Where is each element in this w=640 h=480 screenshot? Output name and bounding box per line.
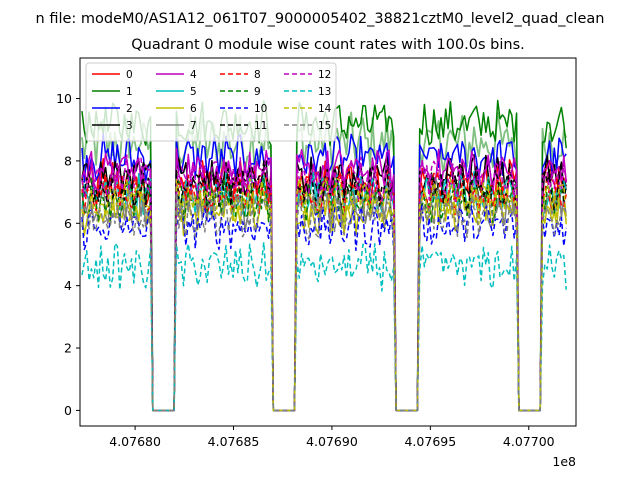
y-tick-label: 0 — [64, 403, 72, 418]
y-tick-label: 8 — [64, 153, 72, 168]
x-tick-label: 4.07690 — [306, 434, 358, 449]
legend-label-10: 10 — [254, 103, 267, 115]
legend-label-6: 6 — [190, 103, 197, 115]
x-offset-label: 1e8 — [552, 454, 576, 469]
x-tick-label: 4.07700 — [503, 434, 555, 449]
legend-label-13: 13 — [318, 86, 331, 98]
series-line-12 — [81, 154, 567, 412]
legend-label-2: 2 — [126, 103, 133, 115]
legend-label-9: 9 — [254, 86, 261, 98]
chart-title: Quadrant 0 module wise count rates with … — [131, 37, 525, 53]
legend-label-4: 4 — [190, 69, 197, 81]
legend-label-11: 11 — [254, 120, 267, 132]
plot-frame — [79, 57, 577, 427]
legend-label-3: 3 — [126, 120, 133, 132]
series-line-15 — [81, 192, 567, 412]
legend-label-14: 14 — [318, 103, 332, 115]
legend-box — [85, 62, 337, 142]
y-tick-label: 10 — [56, 91, 72, 106]
y-tick-label: 4 — [64, 278, 72, 293]
y-axis: 0 2 4 6 8 10 — [56, 91, 80, 418]
x-tick-label: 4.07685 — [208, 434, 260, 449]
suptitle: n file: modeM0/AS1A12_061T07_9000005402_… — [36, 11, 605, 27]
y-tick-label: 6 — [64, 216, 72, 231]
legend-label-5: 5 — [190, 86, 197, 98]
y-tick-label: 2 — [64, 341, 72, 356]
x-axis: 4.07680 4.07685 4.07690 4.07695 4.07700 — [109, 426, 555, 449]
x-tick-label: 4.07695 — [404, 434, 456, 449]
legend-label-12: 12 — [318, 69, 331, 81]
x-tick-label: 4.07680 — [109, 434, 161, 449]
legend-label-0: 0 — [126, 69, 133, 81]
legend-label-1: 1 — [126, 86, 133, 98]
legend-label-15: 15 — [318, 120, 331, 132]
legend-label-7: 7 — [190, 120, 197, 132]
legend-label-8: 8 — [254, 69, 261, 81]
